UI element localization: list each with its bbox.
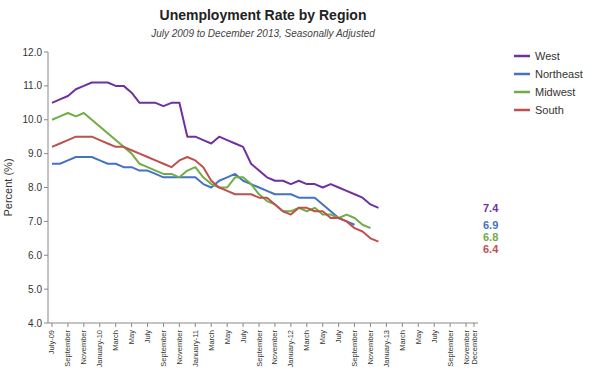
- x-tick-label: September: [159, 329, 168, 366]
- x-tick-label: January-12: [286, 330, 295, 368]
- y-tick-label: 7.0: [28, 216, 42, 227]
- legend-swatch: [514, 73, 530, 76]
- x-tick-label: January-11: [191, 330, 200, 367]
- y-tick: [44, 255, 48, 256]
- x-tick: [259, 323, 260, 327]
- y-tick: [44, 221, 48, 222]
- legend-swatch: [514, 91, 530, 94]
- y-tick: [44, 52, 48, 53]
- x-tick: [131, 323, 132, 327]
- x-axis: July-09 September November January-10 March M…: [47, 323, 478, 368]
- x-tick: [83, 323, 84, 327]
- x-tick-label: January-13: [382, 330, 391, 368]
- x-tick-label: November: [270, 330, 279, 365]
- y-tick: [44, 153, 48, 154]
- x-tick: [354, 323, 355, 327]
- x-tick-label: January-10: [95, 330, 104, 368]
- x-tick: [147, 323, 148, 327]
- y-tick: [44, 187, 48, 188]
- x-tick: [243, 323, 244, 327]
- x-tick: [211, 323, 212, 327]
- x-tick: [163, 323, 164, 327]
- x-tick: [434, 323, 435, 327]
- x-tick-label: July-09: [47, 330, 56, 354]
- x-tick-label: May: [127, 330, 136, 344]
- legend: West Northeast Midwest South: [514, 50, 583, 116]
- x-tick-label: September: [446, 329, 455, 366]
- legend-swatch: [514, 55, 530, 58]
- y-tick-label: 6.0: [28, 250, 42, 261]
- y-tick-label: 12.0: [23, 47, 43, 58]
- x-tick-label: March: [207, 330, 216, 351]
- x-tick: [322, 323, 323, 327]
- x-tick-label: July: [430, 330, 439, 344]
- x-tick: [195, 323, 196, 327]
- y-tick-label: 11.0: [23, 80, 42, 91]
- x-tick-label: May: [414, 330, 423, 344]
- y-tick: [44, 289, 48, 290]
- x-tick: [274, 323, 275, 327]
- x-tick-label: September: [63, 329, 72, 366]
- x-tick-label: July: [334, 330, 343, 344]
- x-tick-label: September: [350, 329, 359, 366]
- y-tick-label: 5.0: [28, 284, 42, 295]
- x-tick-label: July: [143, 330, 152, 344]
- x-tick-label: July: [239, 330, 248, 344]
- y-tick-label: 10.0: [23, 114, 43, 125]
- x-tick: [179, 323, 180, 327]
- x-tick: [418, 323, 419, 327]
- x-tick-label: May: [318, 330, 327, 344]
- x-axis-line: [48, 323, 478, 324]
- y-axis-label: Percent (%): [2, 158, 14, 216]
- y-tick-label: 4.0: [28, 318, 42, 329]
- x-tick: [474, 323, 475, 327]
- x-tick: [338, 323, 339, 327]
- title: Unemployment Rate by Region: [160, 7, 367, 23]
- x-tick: [306, 323, 307, 327]
- x-tick: [450, 323, 451, 327]
- y-tick-label: 9.0: [28, 148, 42, 159]
- legend-swatch: [514, 109, 530, 112]
- legend-label: Midwest: [535, 86, 575, 98]
- x-tick-label: March: [398, 330, 407, 351]
- x-tick-label: March: [302, 330, 311, 351]
- x-tick: [466, 323, 467, 327]
- x-tick: [99, 323, 100, 327]
- x-tick: [402, 323, 403, 327]
- plot-area: [52, 82, 378, 241]
- legend-label: Northeast: [535, 68, 583, 80]
- x-tick: [290, 323, 291, 327]
- line-series: [52, 137, 378, 242]
- y-tick: [44, 85, 48, 86]
- end-label: 6.4: [483, 243, 499, 255]
- x-tick: [51, 323, 52, 327]
- x-tick: [386, 323, 387, 327]
- y-tick-label: 8.0: [28, 182, 42, 193]
- subtitle: July 2009 to December 2013, Seasonally A…: [150, 28, 375, 39]
- line-series: [52, 82, 378, 207]
- x-tick-label: November: [175, 330, 184, 365]
- y-tick: [44, 119, 48, 120]
- y-tick: [44, 323, 48, 324]
- x-tick-label: March: [111, 330, 120, 351]
- end-label: 6.9: [483, 219, 498, 231]
- x-tick: [115, 323, 116, 327]
- legend-label: South: [535, 104, 564, 116]
- y-axis: 4.0 5.0 6.0 7.0 8.0 9.0 10.0 11.0 12.0: [23, 47, 48, 329]
- x-tick-label: September: [255, 329, 264, 366]
- x-tick: [227, 323, 228, 327]
- x-tick-label: May: [223, 330, 232, 344]
- x-tick: [67, 323, 68, 327]
- end-label: 7.4: [483, 202, 499, 214]
- x-tick-label: November: [79, 330, 88, 365]
- end-label: 6.8: [483, 231, 498, 243]
- x-tick-label: December: [470, 330, 479, 365]
- chart: Unemployment Rate by Region July 2009 to …: [0, 0, 609, 379]
- x-tick-label: November: [366, 330, 375, 365]
- legend-label: West: [535, 50, 560, 62]
- x-tick: [370, 323, 371, 327]
